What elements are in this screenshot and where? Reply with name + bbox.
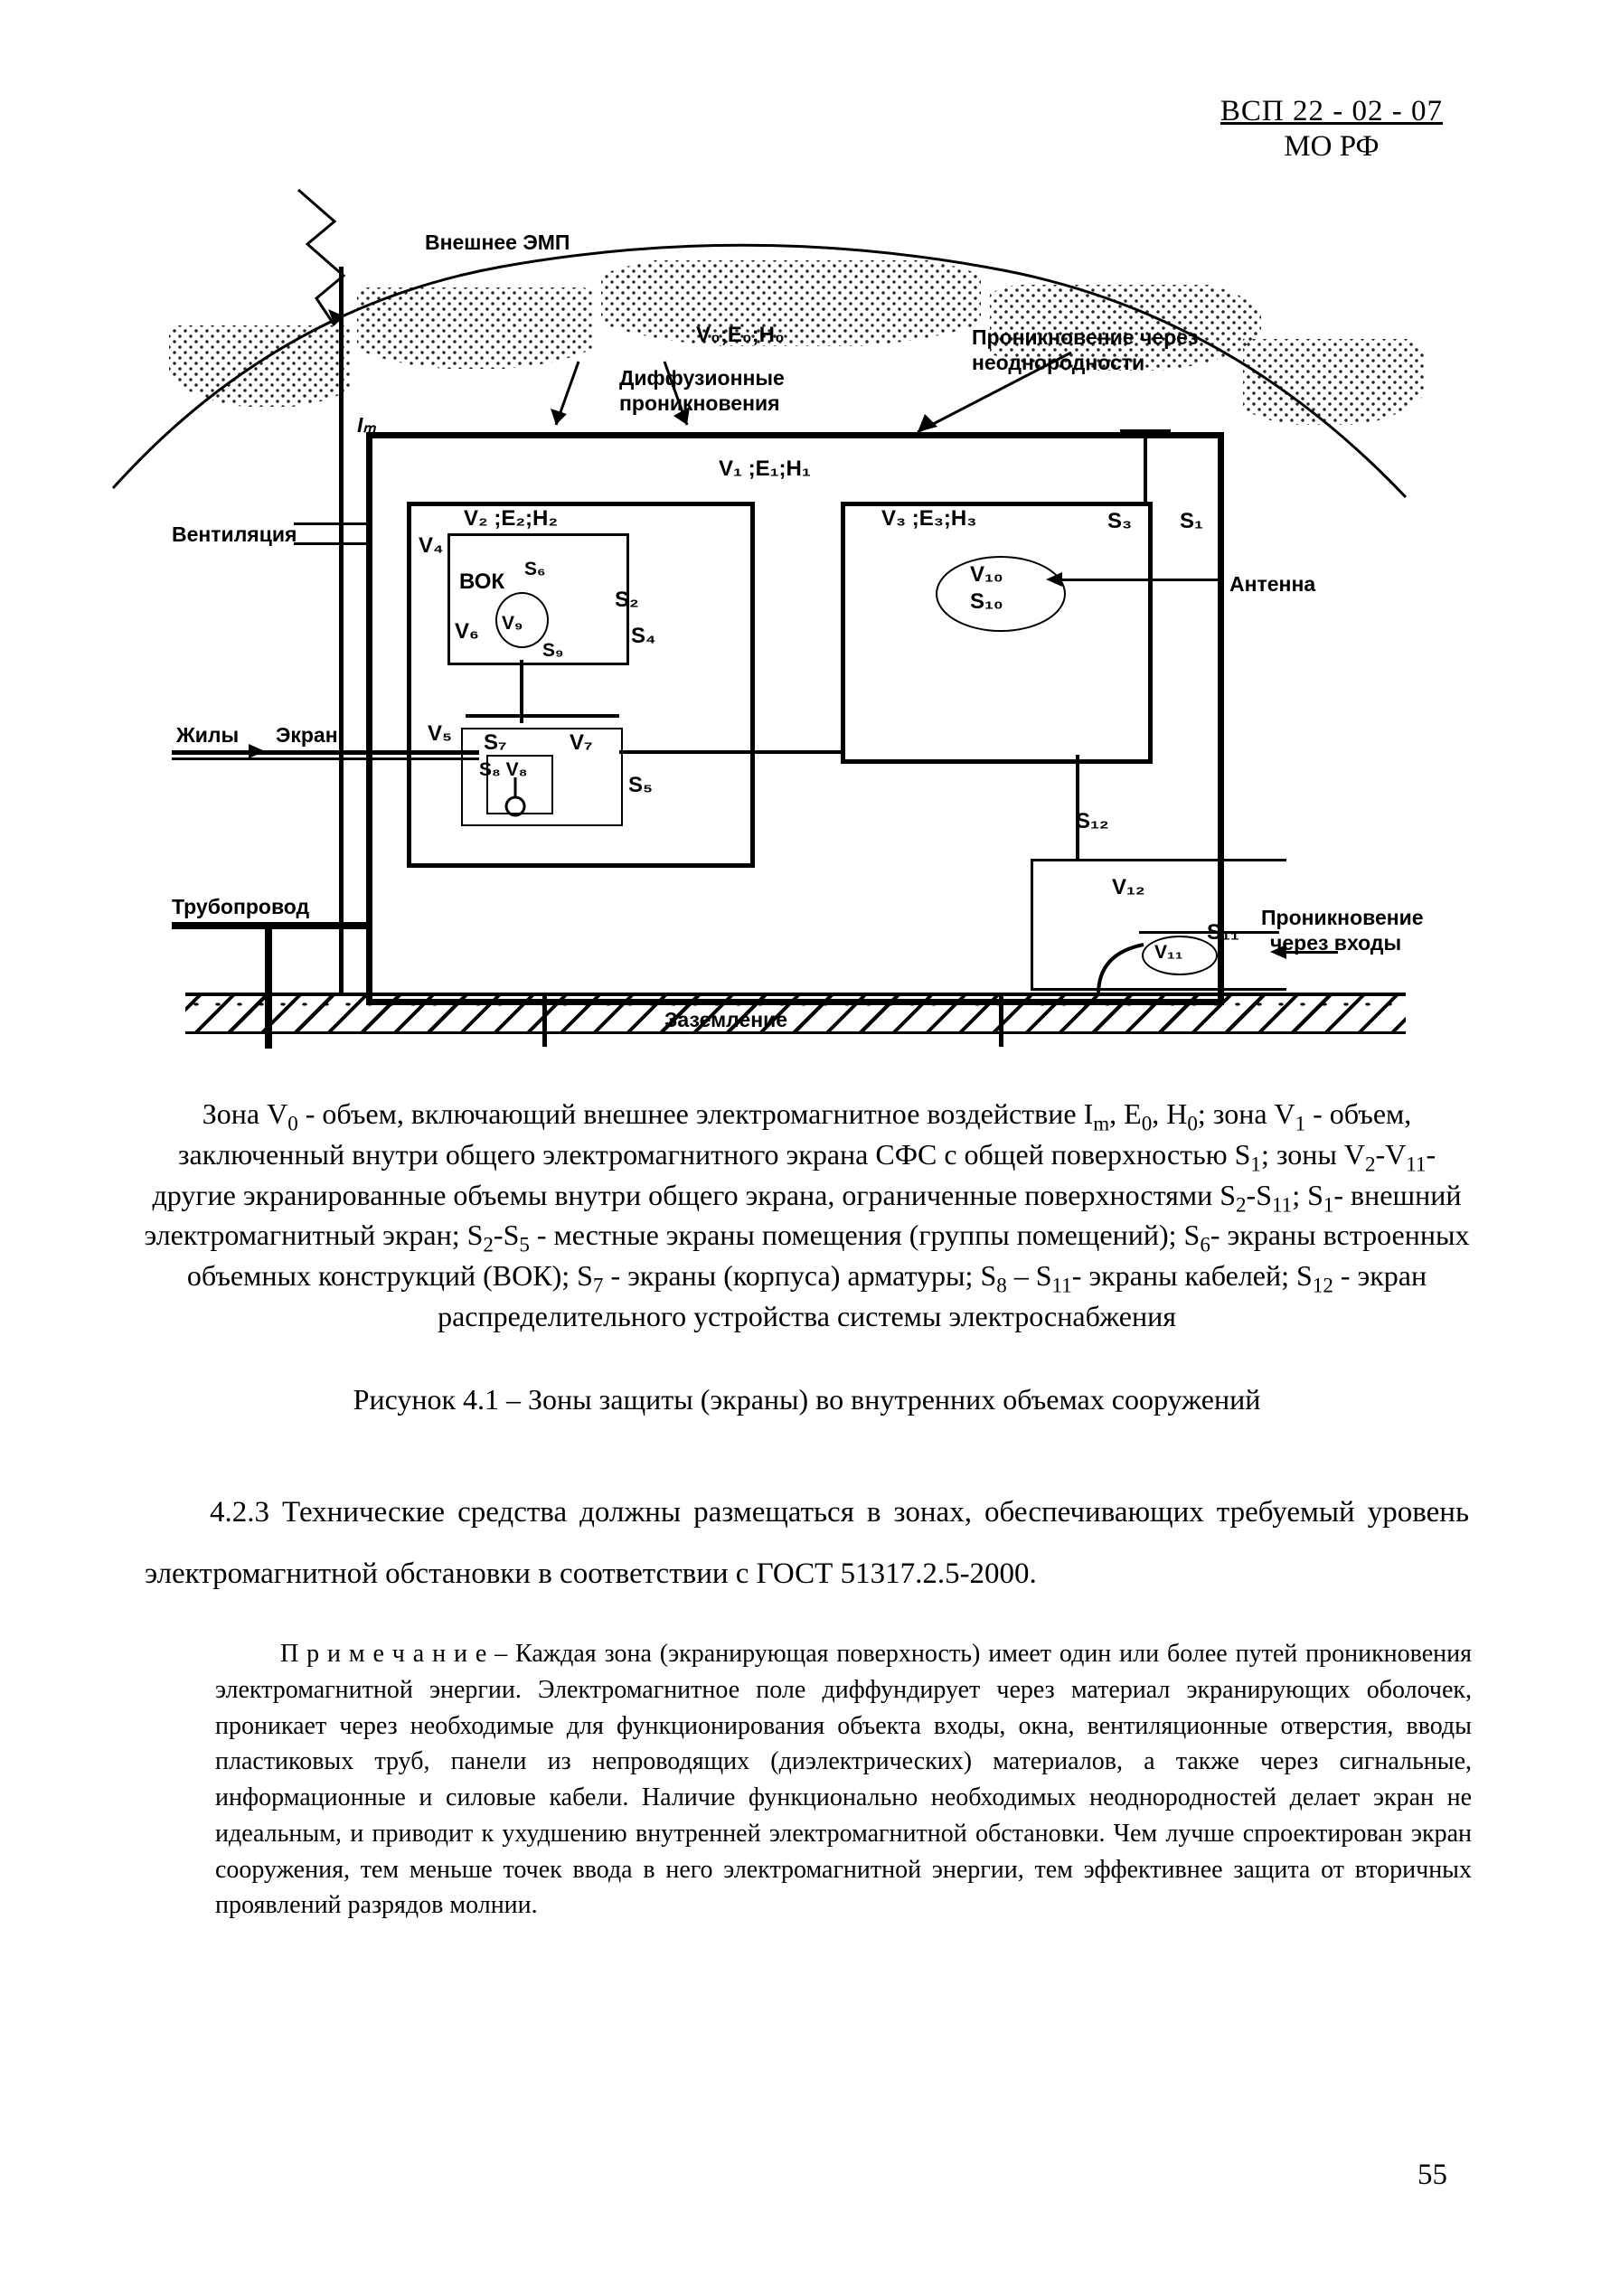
diagram-label-diffusion2: проникновения [619,391,780,416]
diagram-label-v5: V₅ [428,721,452,747]
s12-drop [1076,755,1079,859]
supply-line-inner [172,757,479,760]
diagram-label-s9: S₉ [542,640,563,662]
vok-stub-tee [466,714,619,718]
diagram-label-antenna: Антенна [1229,572,1315,597]
diagram-label-s11: S₁₁ [1207,920,1239,946]
diagram-label-ground: Заземление [664,1008,787,1032]
page-number: 55 [1417,2159,1447,2192]
doc-code: ВСП 22 - 02 - 07 [1220,95,1443,128]
diagram-label-trub: Трубопровод [172,895,309,919]
diagram-label-jily: Жилы [176,723,239,748]
diagram-label-v9: V₉ [502,613,523,635]
diagram-label-s7: S₇ [484,730,507,756]
diagram-label-s6: S₆ [524,559,546,580]
lightning-zigzag-icon [285,190,366,353]
diagram-label-diffusion1: Диффузионные [619,366,785,391]
supply-arrow [249,744,265,758]
note-body: – Каждая зона (экранирующая поверхность)… [215,1640,1472,1919]
diagram-label-s4: S₄ [631,624,655,649]
diagram-label-penetr1: Проникновение через [972,325,1198,350]
diagram-label-v0e0h0: V₀;E₀;H₀ [696,323,785,348]
diagram-label-pen_in2: через входы [1270,931,1401,955]
diagram-label-external_emp: Внешнее ЭМП [425,231,570,255]
diagram-label-v6: V₆ [455,619,479,645]
soil-patch [601,260,981,346]
diagram-label-vok: ВОК [459,569,504,595]
vent-port-bot [294,542,366,545]
figure-4-1-diagram: Внешнее ЭМПV₀;E₀;H₀Диффузионныепроникнов… [185,235,1406,1053]
note-label: П р и м е ч а н и е [280,1640,486,1668]
diagram-label-s5: S₅ [628,773,653,798]
diagram-label-ekran: Экран [276,723,338,748]
lightning-mast [339,267,344,994]
diagram-label-v4: V₄ [419,533,443,559]
right-room-s3 [841,502,1153,764]
diagram-label-ventilation: Вентиляция [172,522,297,547]
diagram-label-v10: V₁₀ [970,562,1003,588]
soil-patch [1243,339,1424,425]
diagram-label-v7: V₇ [570,730,593,756]
antenna-arrow [1046,572,1062,587]
soil-patch [357,287,592,369]
antenna-lead [1060,579,1223,581]
diagram-label-s1: S₁ [1180,509,1203,534]
figure-legend: Зона V0 - объем, включающий внешнее элек… [140,1094,1474,1337]
vent-port-top [294,522,366,525]
diagram-label-v11: V₁₁ [1154,942,1182,964]
diagram-label-pen_in1: Проникновение [1261,906,1424,930]
diagram-label-penetr2: неоднородности [972,351,1144,375]
diagram-label-s2: S₂ [615,588,639,613]
diagram-label-v3e3h3: V₃ ;E₃;H₃ [881,506,976,532]
supply-line-outer [172,750,479,755]
inter-room-link [619,750,841,754]
ground-hatch [185,993,1406,1034]
diagram-label-s3: S₃ [1107,509,1132,534]
diagram-label-v2e2h2: V₂ ;E₂;H₂ [464,506,558,532]
doc-org: МО РФ [1220,130,1443,164]
hanging-loop [497,777,533,823]
diagram-label-s12: S₁₂ [1076,809,1109,834]
diagram-label-s8v8: S₈ V₈ [479,759,528,781]
page-header: ВСП 22 - 02 - 07 МО РФ [1220,95,1443,164]
section-4-2-3: 4.2.3 Технические средства должны размещ… [145,1482,1469,1604]
figure-title: Рисунок 4.1 – Зоны защиты (экраны) во вн… [140,1383,1474,1416]
diagram-label-im: Iₘ [357,413,376,438]
page: ВСП 22 - 02 - 07 МО РФ [0,0,1601,2296]
diagram-label-v12: V₁₂ [1112,875,1145,900]
diagram-label-s10: S₁₀ [970,589,1003,615]
diagram-label-v1e1h1: V₁ ;E₁;H₁ [719,456,811,482]
note-block: П р и м е ч а н и е – Каждая зона (экран… [215,1636,1472,1924]
